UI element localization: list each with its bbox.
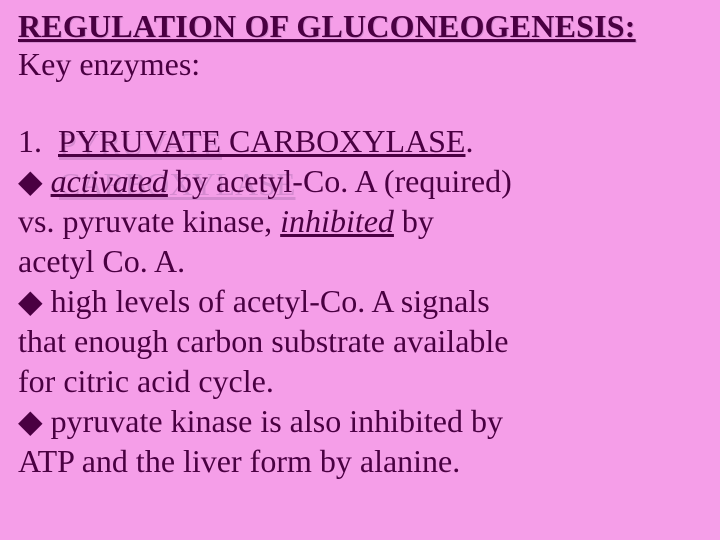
- enzyme-name: PYRUVATE CARBOXYLASE: [58, 123, 465, 159]
- diamond-icon: ◆: [18, 163, 43, 199]
- diamond-icon: ◆: [18, 283, 43, 319]
- bullet-1-rest1: by acetyl-Co. A (required): [168, 163, 512, 199]
- bullet-1-line2-post: by: [394, 203, 434, 239]
- bullet-2-line1: high levels of acetyl-Co. A signals: [43, 283, 490, 319]
- bullet-2: ◆ high levels of acetyl-Co. A signals th…: [18, 281, 706, 401]
- bullet-1-line3: acetyl Co. A.: [18, 243, 185, 279]
- spacer: [18, 83, 706, 121]
- bullet-2-line2: that enough carbon substrate available: [18, 323, 508, 359]
- word-activated: activated: [51, 163, 168, 199]
- bullet-3-line2: ATP and the liver form by alanine.: [18, 443, 460, 479]
- bullet-3-line1: pyruvate kinase is also inhibited by: [43, 403, 503, 439]
- enzyme-heading: 1. PYRUVATE CARBOXYLASE.: [18, 121, 706, 161]
- diamond-icon: ◆: [18, 403, 43, 439]
- enzyme-period: .: [465, 123, 473, 159]
- bullet-1-line2-pre: vs. pyruvate kinase,: [18, 203, 280, 239]
- slide-title: REGULATION OF GLUCONEOGENESIS:: [18, 8, 706, 45]
- slide-subtitle: Key enzymes:: [18, 45, 706, 83]
- bullet-1: ◆ activated by acetyl-Co. A (required) v…: [18, 161, 706, 281]
- bullet-1-pre: [43, 163, 51, 199]
- bullet-3: ◆ pyruvate kinase is also inhibited by A…: [18, 401, 706, 481]
- word-inhibited: inhibited: [280, 203, 394, 239]
- bullet-2-line3: for citric acid cycle.: [18, 363, 274, 399]
- item-number: 1.: [18, 123, 42, 159]
